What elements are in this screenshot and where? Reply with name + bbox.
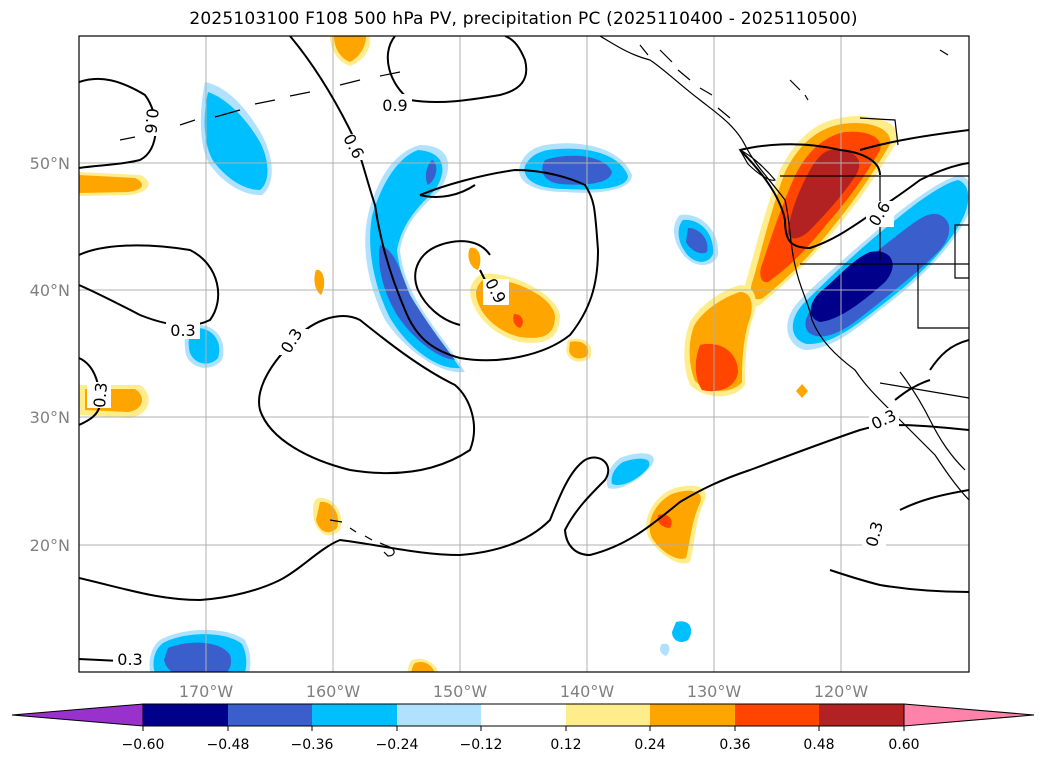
colorbar-segment	[312, 704, 397, 726]
colorbar-segment	[481, 704, 566, 726]
colorbar-segment	[735, 704, 819, 726]
lat-label: 50°N	[30, 154, 70, 173]
lon-label: 120°W	[814, 682, 869, 701]
contour-label: 0.6	[141, 107, 162, 134]
colorbar-tick-label: 0.12	[550, 737, 581, 753]
contour-label: 0.3	[170, 321, 195, 340]
plot-title: 2025103100 F108 500 hPa PV, precipitatio…	[189, 9, 858, 29]
colorbar-tick-label: −0.24	[376, 737, 419, 753]
colorbar-tick-label: −0.12	[460, 737, 503, 753]
lat-label: 40°N	[30, 281, 70, 300]
latitude-labels: 50°N 40°N 30°N 20°N	[30, 154, 70, 555]
colorbar-tick-label: 0.48	[803, 737, 834, 753]
colorbar-segment	[228, 704, 312, 726]
lon-label: 130°W	[687, 682, 742, 701]
contour-label: 0.9	[382, 96, 407, 115]
lon-label: 160°W	[306, 682, 361, 701]
contour-labels: 0.9 0.6 0.6 0.3 0.3 0.9 0.6 0.3 0.3 0.3 …	[87, 94, 899, 669]
colorbar-segment	[566, 704, 650, 726]
positive-precip-anomalies	[79, 36, 899, 672]
map-area: 0.9 0.6 0.6 0.3 0.3 0.9 0.6 0.3 0.3 0.3 …	[79, 36, 969, 672]
colorbar-segment	[397, 704, 481, 726]
colorbar-extend-min	[11, 703, 144, 727]
colorbar-segment	[143, 704, 228, 726]
lon-label: 150°W	[433, 682, 488, 701]
contour-label: 0.3	[117, 650, 142, 669]
map-border	[78, 35, 970, 673]
colorbar-segment	[650, 704, 735, 726]
colorbar-tick-label: −0.48	[207, 737, 250, 753]
colorbar-tick-label: −0.36	[291, 737, 334, 753]
colorbar-tick-label: 0.24	[634, 737, 665, 753]
lat-label: 30°N	[30, 408, 70, 427]
contour-label: 0.3	[90, 382, 111, 409]
colorbar-extend-max	[903, 703, 1035, 727]
longitude-labels: 170°W 160°W 150°W 140°W 130°W 120°W	[179, 682, 869, 701]
colorbar-segment	[819, 704, 904, 726]
colorbar-tick-label: 0.36	[719, 737, 750, 753]
colorbar-tick-label: 0.60	[888, 737, 919, 753]
colorbar-tick-label: −0.60	[122, 737, 165, 753]
colorbar: −0.60 −0.48 −0.36 −0.24 −0.12 0.12 0.24 …	[11, 703, 1035, 753]
lon-label: 140°W	[560, 682, 615, 701]
lat-label: 20°N	[30, 536, 70, 555]
lon-label: 170°W	[179, 682, 234, 701]
gridlines	[79, 36, 969, 672]
